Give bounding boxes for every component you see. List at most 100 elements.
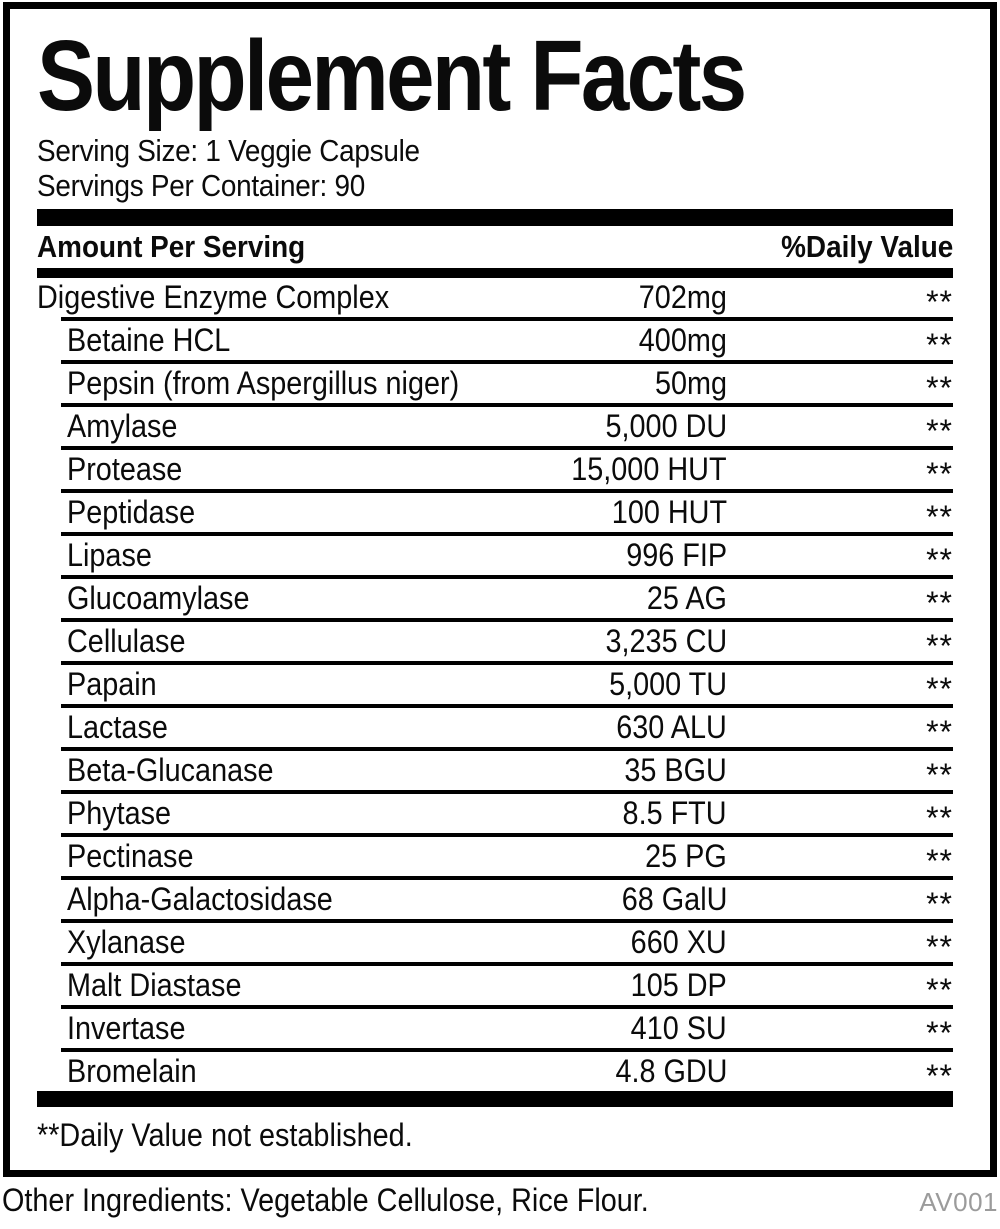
ingredient-amount: 5,000 TU xyxy=(609,666,727,702)
ingredient-amount: 100 HUT xyxy=(611,494,727,530)
divider-bar-header xyxy=(37,268,953,278)
ingredient-name: Cellulase xyxy=(67,623,186,659)
batch-code: AV001 xyxy=(919,1187,998,1217)
divider-bar-bottom xyxy=(37,1091,953,1107)
table-row: Lactase 630 ALU ** xyxy=(37,708,953,750)
ingredient-name: Bromelain xyxy=(67,1053,197,1089)
ingredient-daily-value: ** xyxy=(926,284,953,320)
ingredient-name: Lipase xyxy=(67,537,152,573)
table-row: Betaine HCL 400mg ** xyxy=(37,321,953,363)
serving-info: Serving Size: 1 Veggie Capsule Servings … xyxy=(37,133,953,203)
table-header-row: Amount Per Serving %Daily Value xyxy=(37,226,953,268)
table-row: Amylase 5,000 DU ** xyxy=(37,407,953,449)
ingredient-amount: 3,235 CU xyxy=(605,623,727,659)
ingredient-amount: 996 FIP xyxy=(626,537,727,573)
ingredient-amount: 5,000 DU xyxy=(605,408,727,444)
row-separator xyxy=(61,575,953,579)
row-separator xyxy=(61,790,953,794)
amount-per-serving-header: Amount Per Serving xyxy=(37,229,306,264)
ingredient-name: Pepsin (from Aspergillus niger) xyxy=(67,365,460,401)
table-row: Glucoamylase 25 AG ** xyxy=(37,579,953,621)
ingredient-name: Amylase xyxy=(67,408,178,444)
table-row: Bromelain 4.8 GDU ** xyxy=(37,1052,953,1094)
ingredient-name: Malt Diastase xyxy=(67,967,242,1003)
row-separator xyxy=(61,446,953,450)
ingredient-daily-value: ** xyxy=(926,972,953,1008)
row-separator xyxy=(61,489,953,493)
ingredient-daily-value: ** xyxy=(926,929,953,965)
table-row: Lipase 996 FIP ** xyxy=(37,536,953,578)
ingredient-daily-value: ** xyxy=(926,1058,953,1094)
ingredient-name: Digestive Enzyme Complex xyxy=(37,279,390,315)
ingredient-daily-value: ** xyxy=(926,714,953,750)
table-row: Invertase 410 SU ** xyxy=(37,1009,953,1051)
ingredient-daily-value: ** xyxy=(926,886,953,922)
supplement-facts-panel: Supplement Facts Serving Size: 1 Veggie … xyxy=(3,2,997,1177)
panel-title-text: Supplement Facts xyxy=(37,20,747,132)
table-row: Papain 5,000 TU ** xyxy=(37,665,953,707)
ingredient-name: Beta-Glucanase xyxy=(67,752,274,788)
table-row: Peptidase 100 HUT ** xyxy=(37,493,953,535)
ingredient-table: Digestive Enzyme Complex 702mg ** Betain… xyxy=(37,278,953,1094)
ingredient-daily-value: ** xyxy=(926,843,953,879)
ingredient-daily-value: ** xyxy=(926,757,953,793)
ingredient-daily-value: ** xyxy=(926,327,953,363)
ingredient-name: Glucoamylase xyxy=(67,580,250,616)
ingredient-amount: 702mg xyxy=(638,279,727,315)
ingredient-daily-value: ** xyxy=(926,628,953,664)
table-row: Phytase 8.5 FTU ** xyxy=(37,794,953,836)
row-separator xyxy=(61,747,953,751)
table-row: Beta-Glucanase 35 BGU ** xyxy=(37,751,953,793)
table-row: Alpha-Galactosidase 68 GalU ** xyxy=(37,880,953,922)
ingredient-amount: 50mg xyxy=(654,365,727,401)
ingredient-amount: 660 XU xyxy=(630,924,727,960)
panel-title: Supplement Facts xyxy=(37,23,953,129)
row-separator xyxy=(61,317,953,321)
footer: Other Ingredients: Vegetable Cellulose, … xyxy=(2,1181,998,1219)
ingredient-amount: 15,000 HUT xyxy=(571,451,727,487)
table-row: Protease 15,000 HUT ** xyxy=(37,450,953,492)
table-row: Xylanase 660 XU ** xyxy=(37,923,953,965)
table-row: Digestive Enzyme Complex 702mg ** xyxy=(37,278,953,320)
daily-value-footnote: **Daily Value not established. xyxy=(37,1117,413,1153)
ingredient-daily-value: ** xyxy=(926,413,953,449)
ingredient-amount: 25 AG xyxy=(646,580,727,616)
row-separator xyxy=(61,704,953,708)
ingredient-name: Betaine HCL xyxy=(67,322,231,358)
ingredient-name: Xylanase xyxy=(67,924,186,960)
ingredient-amount: 35 BGU xyxy=(624,752,727,788)
daily-value-header: %Daily Value xyxy=(780,229,953,264)
ingredient-name: Papain xyxy=(67,666,157,702)
ingredient-amount: 25 PG xyxy=(645,838,727,874)
row-separator xyxy=(61,618,953,622)
ingredient-name: Peptidase xyxy=(67,494,196,530)
row-separator xyxy=(61,1005,953,1009)
serving-size-line: Serving Size: 1 Veggie Capsule xyxy=(37,133,420,168)
table-row: Malt Diastase 105 DP ** xyxy=(37,966,953,1008)
table-row: Cellulase 3,235 CU ** xyxy=(37,622,953,664)
ingredient-amount: 8.5 FTU xyxy=(622,795,727,831)
ingredient-daily-value: ** xyxy=(926,542,953,578)
ingredient-daily-value: ** xyxy=(926,1015,953,1051)
row-separator xyxy=(61,962,953,966)
ingredient-daily-value: ** xyxy=(926,671,953,707)
divider-bar-top xyxy=(37,209,953,226)
row-separator xyxy=(61,833,953,837)
ingredient-name: Pectinase xyxy=(67,838,194,874)
ingredient-name: Lactase xyxy=(67,709,168,745)
table-row: Pepsin (from Aspergillus niger) 50mg ** xyxy=(37,364,953,406)
other-ingredients-line: Other Ingredients: Vegetable Cellulose, … xyxy=(2,1182,649,1218)
row-separator xyxy=(61,403,953,407)
ingredient-daily-value: ** xyxy=(926,499,953,535)
ingredient-name: Phytase xyxy=(67,795,172,831)
row-separator xyxy=(61,661,953,665)
row-separator xyxy=(61,360,953,364)
servings-per-container-line: Servings Per Container: 90 xyxy=(37,168,365,203)
ingredient-daily-value: ** xyxy=(926,585,953,621)
table-row: Pectinase 25 PG ** xyxy=(37,837,953,879)
ingredient-amount: 105 DP xyxy=(630,967,727,1003)
ingredient-amount: 400mg xyxy=(638,322,727,358)
ingredient-daily-value: ** xyxy=(926,456,953,492)
row-separator xyxy=(61,919,953,923)
ingredient-daily-value: ** xyxy=(926,370,953,406)
